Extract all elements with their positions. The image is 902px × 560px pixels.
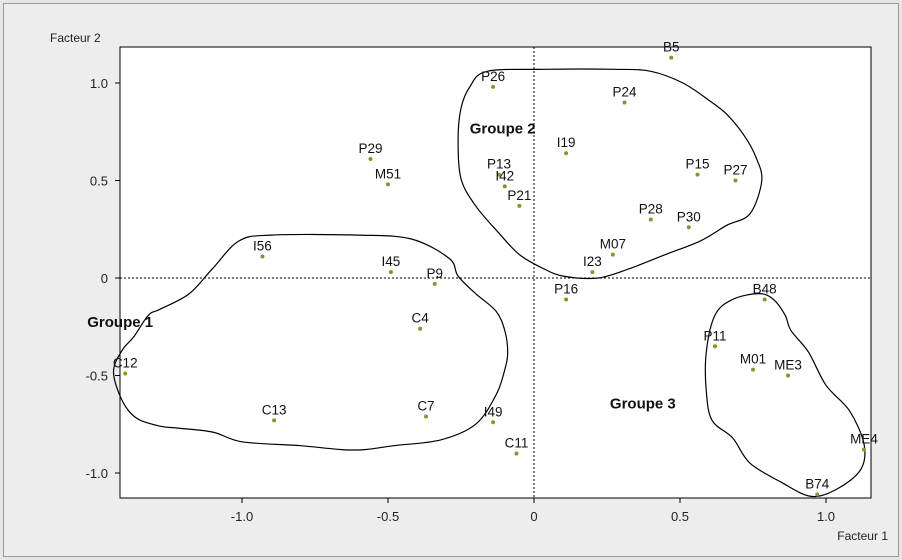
point-label-i23: I23: [583, 254, 602, 269]
point-label-p15: P15: [686, 157, 710, 172]
point-label-c12: C12: [113, 356, 138, 371]
point-label-p13: P13: [487, 157, 511, 172]
x-tick-label: 1.0: [817, 509, 835, 524]
data-point-c12: [123, 371, 128, 376]
point-label-m07: M07: [600, 237, 626, 252]
point-label-c7: C7: [417, 398, 434, 413]
point-label-b5: B5: [663, 40, 680, 55]
group-label-3: Groupe 3: [610, 396, 676, 413]
data-point-me4: [861, 447, 866, 452]
data-point-i56: [260, 254, 265, 259]
point-label-i49: I49: [484, 404, 503, 419]
y-tick-label: -1.0: [86, 466, 108, 481]
group-outline-1: [112, 233, 509, 451]
data-point-p29: [368, 157, 373, 162]
data-point-p15: [695, 172, 700, 177]
group-label-1: Groupe 1: [87, 314, 153, 331]
data-point-i49: [491, 420, 496, 425]
x-axis-title: Facteur 1: [837, 529, 888, 543]
point-label-b74: B74: [805, 476, 830, 491]
data-point-m07: [610, 252, 615, 257]
point-label-m01: M01: [740, 352, 766, 367]
data-point-i23: [590, 270, 595, 275]
y-axis-title: Facteur 2: [50, 31, 101, 45]
point-label-me4: ME4: [850, 432, 878, 447]
point-label-p11: P11: [704, 328, 727, 343]
point-label-p29: P29: [358, 141, 382, 156]
axis-ticks: -1.0 -0.5 0 0.5 1.0 1.0 0.5 0 -0.5 -1.0: [86, 76, 835, 524]
x-tick-label: 0.5: [671, 509, 689, 524]
data-points: B5 P26 P24 I19 P29 P13 M51 I42 P15 P27 P21 P28 P30 M0…: [113, 40, 878, 497]
x-tick-label: 0: [530, 509, 537, 524]
data-point-i19: [564, 151, 569, 156]
group-outline-2: [457, 68, 763, 280]
point-label-c11: C11: [505, 436, 529, 451]
y-tick-label: 0.5: [90, 174, 108, 189]
point-label-i45: I45: [382, 254, 401, 269]
data-point-p16: [564, 297, 569, 302]
point-label-m51: M51: [375, 166, 401, 181]
y-tick-label: -0.5: [86, 369, 108, 384]
point-label-p30: P30: [677, 209, 701, 224]
y-tick-label: 1.0: [90, 76, 108, 91]
point-label-p16: P16: [554, 281, 578, 296]
data-point-b48: [762, 297, 767, 302]
group-outlines: [112, 68, 866, 498]
data-point-c7: [423, 414, 428, 419]
point-label-b48: B48: [753, 281, 777, 296]
data-point-p24: [622, 100, 627, 105]
point-label-i19: I19: [557, 135, 576, 150]
point-label-p28: P28: [639, 202, 663, 217]
data-point-p21: [517, 203, 522, 208]
x-tick-label: -1.0: [231, 509, 253, 524]
data-point-p28: [648, 217, 653, 222]
point-label-i42: I42: [495, 168, 514, 183]
data-point-p9: [432, 281, 437, 286]
reference-lines: [120, 47, 871, 498]
data-point-p26: [491, 84, 496, 89]
point-label-me3: ME3: [774, 358, 802, 373]
data-point-p30: [686, 225, 691, 230]
point-label-i56: I56: [253, 239, 272, 254]
point-label-p27: P27: [723, 163, 747, 178]
plot-area: [119, 46, 872, 499]
group-label-2: Groupe 2: [470, 121, 536, 138]
data-point-me3: [786, 373, 791, 378]
data-point-m01: [751, 367, 755, 372]
data-point-p27: [733, 178, 738, 183]
x-tick-label: -0.5: [377, 509, 399, 524]
data-point-c13: [272, 418, 277, 423]
point-label-p26: P26: [481, 69, 505, 84]
data-point-i42: [502, 184, 507, 189]
data-point-i45: [388, 270, 393, 275]
data-point-c4: [418, 326, 423, 331]
point-label-p24: P24: [613, 85, 638, 100]
data-point-m51: [386, 182, 390, 187]
y-tick-label: 0: [101, 271, 108, 286]
data-point-p11: [713, 344, 718, 349]
point-label-c4: C4: [411, 311, 429, 326]
group-labels: Groupe 1 Groupe 2 Groupe 3: [87, 121, 676, 413]
point-label-p21: P21: [507, 188, 531, 203]
group-outline-3: [704, 292, 866, 498]
point-label-p9: P9: [426, 266, 443, 281]
data-point-b5: [669, 55, 674, 60]
data-point-b74: [815, 492, 820, 497]
point-label-c13: C13: [262, 402, 287, 417]
data-point-c11: [514, 451, 519, 456]
data-point-p13: [496, 172, 501, 177]
